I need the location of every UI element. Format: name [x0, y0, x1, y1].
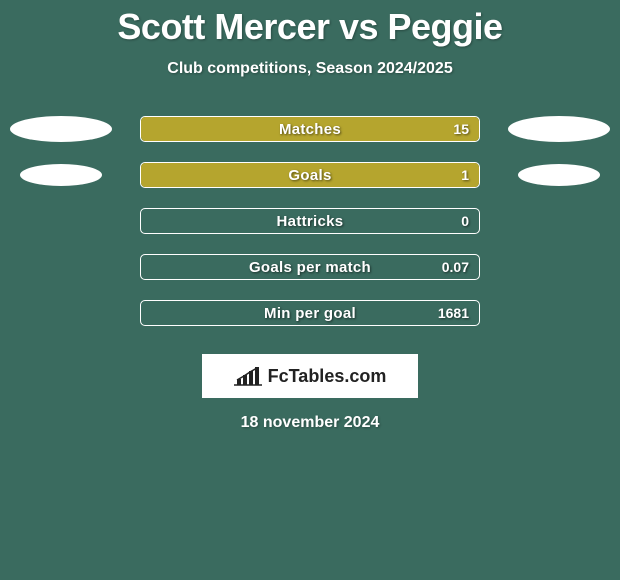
stat-row: Matches15 — [10, 116, 610, 142]
stat-value: 0.07 — [442, 255, 469, 279]
stat-row: Hattricks0 — [10, 208, 610, 234]
logo-badge: FcTables.com — [202, 354, 418, 398]
stat-bar: Hattricks0 — [140, 208, 480, 234]
stat-bar: Matches15 — [140, 116, 480, 142]
bar-chart-icon — [234, 365, 262, 387]
player-avatar-right — [508, 116, 610, 142]
stat-label: Goals per match — [141, 255, 479, 279]
page-subtitle: Club competitions, Season 2024/2025 — [167, 60, 452, 78]
stat-row: Min per goal1681 — [10, 300, 610, 326]
stat-label: Min per goal — [141, 301, 479, 325]
stat-value: 0 — [461, 209, 469, 233]
stat-value: 1681 — [438, 301, 469, 325]
logo-text: FcTables.com — [268, 366, 387, 387]
stat-label: Hattricks — [141, 209, 479, 233]
stat-bar: Min per goal1681 — [140, 300, 480, 326]
stat-bar: Goals1 — [140, 162, 480, 188]
page-title: Scott Mercer vs Peggie — [117, 6, 502, 48]
player-avatar-right — [518, 164, 600, 186]
stat-value: 15 — [453, 117, 469, 141]
stat-label: Goals — [141, 163, 479, 187]
stat-row: Goals per match0.07 — [10, 254, 610, 280]
stat-rows: Matches15 Goals1 Hattricks0 Goals per match… — [10, 116, 610, 346]
infographic-container: Scott Mercer vs Peggie Club competitions… — [0, 0, 620, 432]
stat-label: Matches — [141, 117, 479, 141]
player-avatar-left — [10, 116, 112, 142]
stat-bar: Goals per match0.07 — [140, 254, 480, 280]
player-avatar-left — [20, 164, 102, 186]
stat-row: Goals1 — [10, 162, 610, 188]
stat-value: 1 — [461, 163, 469, 187]
date-text: 18 november 2024 — [241, 414, 380, 432]
